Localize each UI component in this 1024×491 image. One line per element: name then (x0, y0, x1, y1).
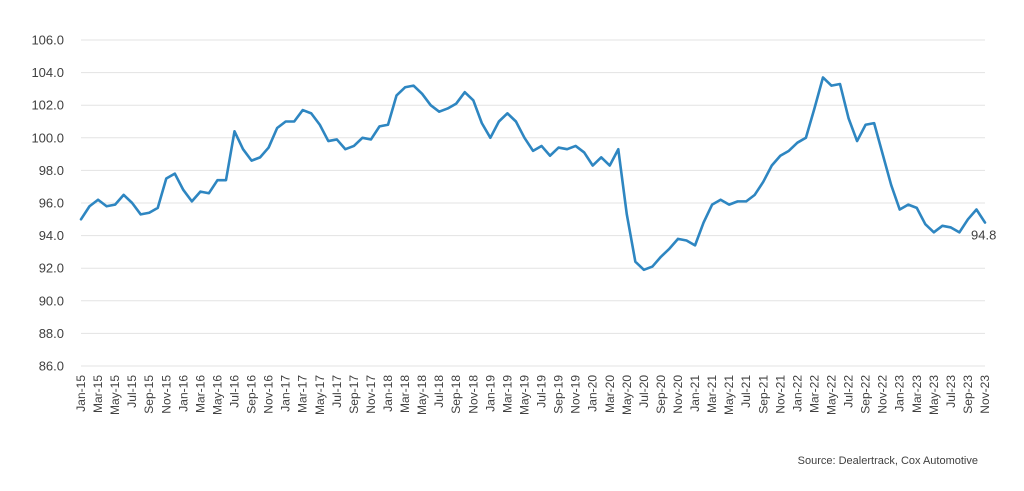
x-tick-label: May-22 (824, 375, 838, 415)
x-tick-label: Nov-23 (978, 375, 992, 414)
x-tick-label: May-15 (108, 375, 122, 415)
x-axis-ticks: Jan-15 Mar-15 May-15 Jul-15 Sep-15 Nov-15 Jan-… (74, 375, 992, 415)
y-tick-label: 90.0 (39, 293, 64, 308)
x-tick-label: Sep-22 (859, 375, 873, 414)
gridlines (81, 39, 985, 367)
x-tick-label: Nov-22 (876, 375, 890, 414)
x-tick-label: Jul-19 (535, 375, 549, 408)
x-tick-label: Nov-21 (773, 375, 787, 414)
x-tick-label: May-21 (722, 375, 736, 415)
x-tick-label: Jan-17 (279, 375, 293, 412)
x-tick-label: Nov-17 (364, 375, 378, 414)
y-axis-ticks: 86.0 88.0 90.0 92.0 94.0 96.0 98.0 100.0 102.0 10… (31, 33, 64, 374)
x-tick-label: Jul-18 (432, 375, 446, 408)
x-tick-label: Jul-16 (228, 375, 242, 408)
x-tick-label: May-19 (517, 375, 531, 415)
x-tick-label: Mar-18 (398, 375, 412, 413)
x-tick-label: Jan-19 (483, 375, 497, 412)
x-tick-label: Jan-15 (74, 375, 88, 412)
x-tick-label: Jan-23 (893, 375, 907, 412)
x-tick-label: Sep-15 (142, 375, 156, 414)
x-tick-label: Mar-16 (193, 375, 207, 413)
x-tick-label: Mar-15 (91, 375, 105, 413)
x-tick-label: Nov-20 (671, 375, 685, 414)
x-tick-label: Mar-19 (500, 375, 514, 413)
x-tick-label: Mar-20 (603, 375, 617, 413)
y-tick-label: 88.0 (39, 326, 64, 341)
y-tick-label: 94.0 (39, 228, 64, 243)
x-tick-label: May-17 (313, 375, 327, 415)
x-tick-label: Nov-18 (466, 375, 480, 414)
x-tick-label: Nov-16 (262, 375, 276, 414)
source-note: Source: Dealertrack, Cox Automotive (797, 455, 978, 467)
y-tick-label: 104.0 (31, 65, 64, 80)
y-tick-label: 98.0 (39, 163, 64, 178)
x-tick-label: May-18 (415, 375, 429, 415)
x-tick-label: Sep-23 (961, 375, 975, 414)
x-tick-label: Sep-20 (654, 375, 668, 414)
series-line (79, 76, 987, 272)
x-tick-label: May-23 (927, 375, 941, 415)
x-tick-label: Sep-18 (449, 375, 463, 414)
y-tick-label: 102.0 (31, 98, 64, 113)
x-tick-label: Jan-20 (586, 375, 600, 412)
x-tick-label: Jan-18 (381, 375, 395, 412)
x-tick-label: Mar-22 (807, 375, 821, 413)
y-tick-label: 106.0 (31, 33, 64, 48)
x-tick-label: Jan-22 (790, 375, 804, 412)
x-tick-label: May-20 (620, 375, 634, 415)
x-tick-label: Jul-22 (842, 375, 856, 408)
x-tick-label: Sep-16 (245, 375, 259, 414)
x-tick-label: Jul-20 (637, 375, 651, 408)
x-tick-label: May-16 (210, 375, 224, 415)
x-tick-label: Nov-15 (159, 375, 173, 414)
x-tick-label: Jul-21 (739, 375, 753, 408)
x-tick-label: Jan-16 (176, 375, 190, 412)
x-tick-label: Jul-23 (944, 375, 958, 408)
y-tick-label: 86.0 (39, 359, 64, 374)
x-tick-label: Sep-17 (347, 375, 361, 414)
x-tick-label: Mar-21 (705, 375, 719, 413)
end-value-label: 94.8 (971, 228, 996, 243)
x-tick-label: Sep-19 (552, 375, 566, 414)
y-tick-label: 100.0 (31, 130, 64, 145)
x-tick-label: Mar-17 (296, 375, 310, 413)
y-tick-label: 92.0 (39, 261, 64, 276)
x-tick-label: Mar-23 (910, 375, 924, 413)
x-tick-label: Sep-21 (756, 375, 770, 414)
x-tick-label: Nov-19 (569, 375, 583, 414)
x-tick-label: Jan-21 (688, 375, 702, 412)
x-tick-label: Jul-17 (330, 375, 344, 408)
x-tick-label: Jul-15 (125, 375, 139, 408)
y-tick-label: 96.0 (39, 196, 64, 211)
